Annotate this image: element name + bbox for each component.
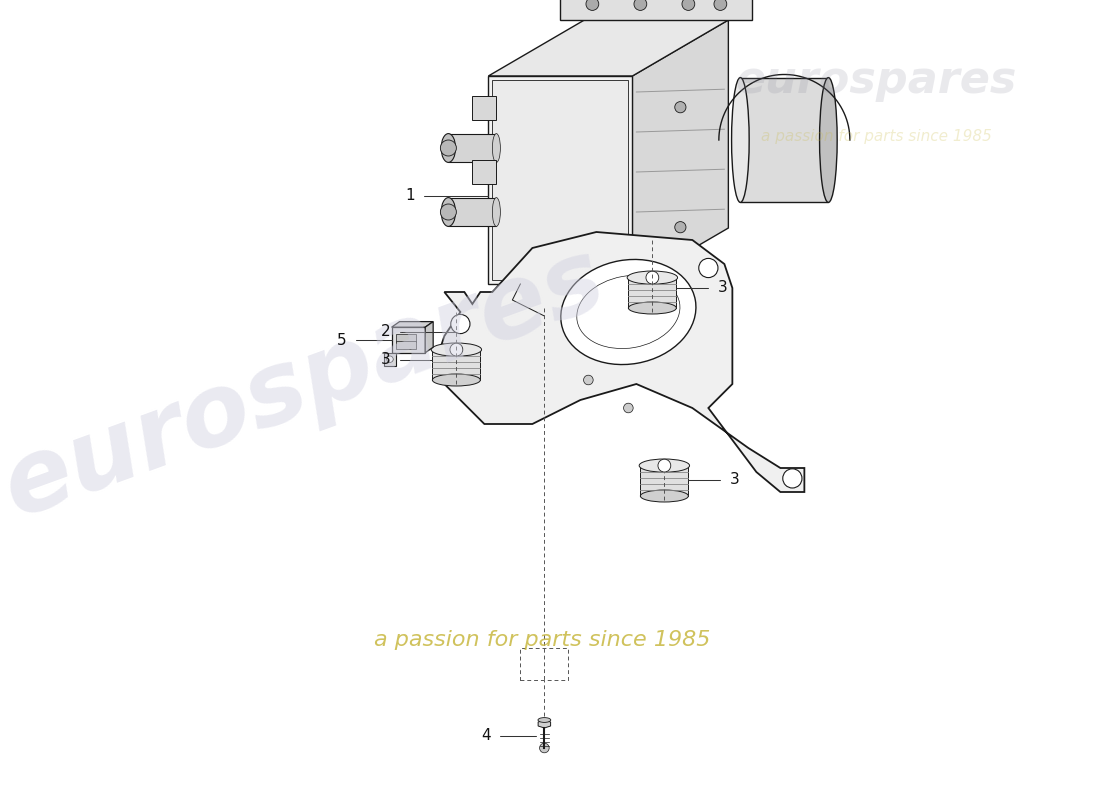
Polygon shape [488, 20, 728, 76]
Ellipse shape [441, 134, 455, 162]
Polygon shape [628, 278, 676, 308]
Circle shape [714, 0, 727, 10]
Ellipse shape [538, 718, 551, 722]
Circle shape [450, 343, 463, 356]
Circle shape [624, 403, 634, 413]
Circle shape [440, 204, 456, 220]
Polygon shape [426, 322, 433, 353]
Polygon shape [488, 76, 632, 284]
Text: 3: 3 [381, 353, 390, 367]
Polygon shape [640, 466, 689, 496]
Ellipse shape [576, 275, 680, 349]
Polygon shape [449, 198, 496, 226]
Ellipse shape [640, 490, 689, 502]
Text: 1: 1 [405, 189, 415, 203]
Text: 2: 2 [381, 325, 390, 339]
Text: a passion for parts since 1985: a passion for parts since 1985 [761, 129, 992, 143]
Ellipse shape [493, 198, 500, 226]
Text: a passion for parts since 1985: a passion for parts since 1985 [374, 630, 711, 650]
Polygon shape [392, 327, 426, 353]
Polygon shape [396, 334, 416, 342]
Text: 5: 5 [337, 333, 346, 347]
Ellipse shape [639, 459, 690, 472]
Polygon shape [449, 134, 496, 162]
Polygon shape [392, 322, 433, 327]
Circle shape [783, 469, 802, 488]
Text: eurospares: eurospares [0, 230, 618, 538]
Polygon shape [432, 350, 481, 380]
Circle shape [634, 0, 647, 10]
Circle shape [682, 0, 695, 10]
Polygon shape [560, 0, 752, 20]
Polygon shape [472, 160, 496, 184]
Circle shape [540, 743, 549, 753]
Polygon shape [396, 341, 416, 349]
Ellipse shape [820, 78, 837, 202]
Ellipse shape [561, 259, 696, 365]
Circle shape [658, 459, 671, 472]
Text: 4: 4 [481, 729, 491, 743]
Polygon shape [740, 78, 828, 202]
Circle shape [674, 102, 686, 113]
Circle shape [674, 222, 686, 233]
Circle shape [698, 258, 718, 278]
Text: eurospares: eurospares [736, 58, 1018, 102]
Text: 3: 3 [730, 473, 739, 487]
Polygon shape [437, 232, 804, 492]
Circle shape [646, 271, 659, 284]
Circle shape [387, 356, 393, 362]
Ellipse shape [432, 374, 481, 386]
Polygon shape [538, 720, 551, 728]
Circle shape [440, 140, 456, 156]
Circle shape [586, 0, 598, 10]
Ellipse shape [493, 134, 500, 162]
Ellipse shape [431, 343, 482, 356]
Polygon shape [632, 20, 728, 284]
Polygon shape [384, 353, 396, 366]
Ellipse shape [732, 78, 749, 202]
Circle shape [584, 375, 593, 385]
Polygon shape [493, 80, 628, 280]
Text: 3: 3 [718, 281, 728, 295]
Circle shape [534, 314, 547, 326]
Ellipse shape [441, 198, 455, 226]
Ellipse shape [627, 271, 678, 284]
Ellipse shape [628, 302, 676, 314]
Circle shape [451, 314, 470, 334]
Polygon shape [472, 96, 496, 120]
